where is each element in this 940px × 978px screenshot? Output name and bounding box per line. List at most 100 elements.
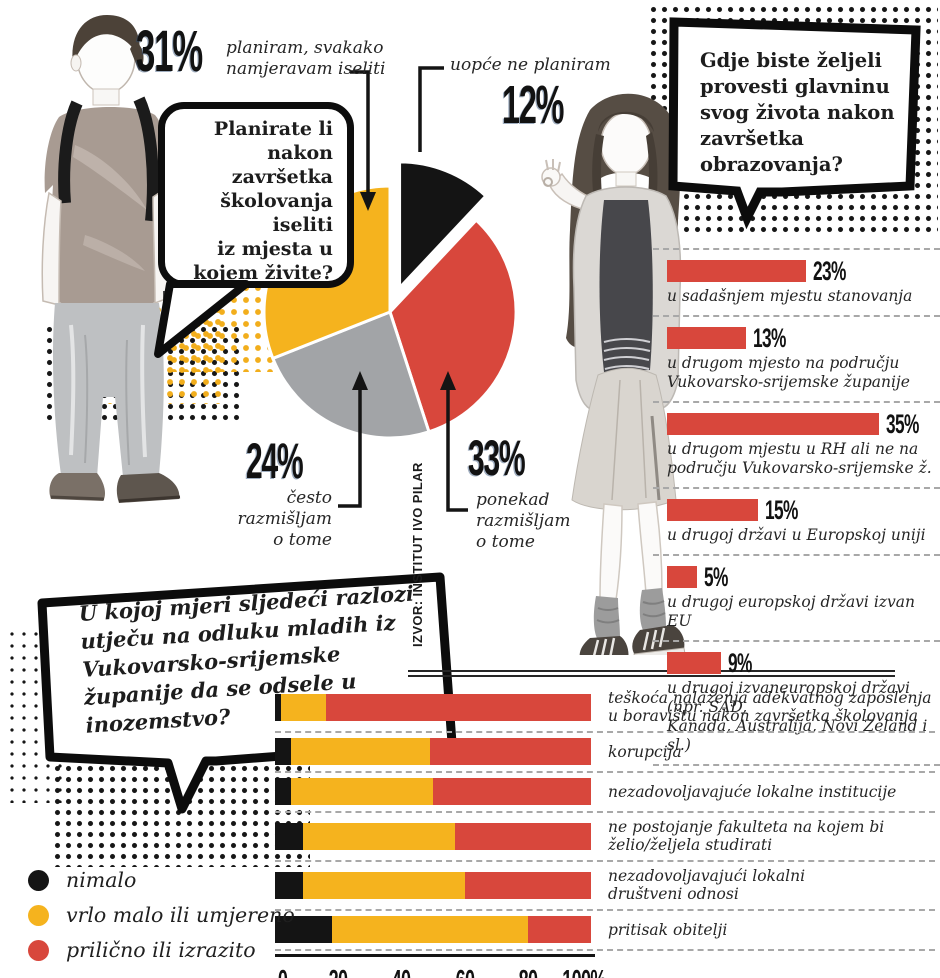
- destination-bar-line: 13%: [653, 322, 940, 353]
- segment-vrlo-malo: [290, 778, 433, 805]
- legend-label: prilično ili izrazito: [66, 938, 256, 962]
- arrow-down-icon: [360, 192, 376, 211]
- segment-vrlo-malo: [303, 822, 456, 850]
- destination-bar-line: 23%: [653, 255, 940, 286]
- pie-value-gray: 24%: [246, 433, 304, 489]
- segment-nimalo: [275, 693, 282, 721]
- stacked-bar: [275, 916, 591, 943]
- segment-prilicno: [527, 916, 591, 943]
- x-axis-line: [275, 954, 595, 957]
- destination-bar-line: 5%: [653, 561, 940, 592]
- destination-row: 13% u drugom mjesto na području Vukovars…: [653, 317, 940, 403]
- x-tick: 20: [323, 963, 353, 978]
- destination-bar-chart: 23% u sadašnjem mjestu stanovanja 13% u …: [653, 248, 940, 766]
- destination-bar-label: u drugoj izvaneuropskoj državi (npr. SAD…: [667, 679, 928, 754]
- segment-prilicno: [325, 693, 591, 721]
- source-note: IZVOR: INSTITUT IVO PILAR: [410, 462, 425, 647]
- speech-bubble-pie-tail: [154, 280, 250, 358]
- destination-row: 15% u drugoj državi u Europskoj uniji: [653, 489, 940, 556]
- legend-item: vrlo malo ili umjereno: [28, 903, 295, 927]
- stacked-bar: [275, 778, 591, 805]
- segment-nimalo: [275, 738, 291, 765]
- arrow-up-icon: [440, 371, 456, 390]
- destination-row: 9% u drugoj izvaneuropskoj državi (npr. …: [653, 642, 940, 766]
- x-tick: 60: [449, 963, 479, 978]
- reasons-row-label: korupcija: [608, 742, 682, 761]
- pie-label-red: ponekad razmišljam o tome: [476, 490, 571, 552]
- reasons-row: teškoća nalaženja adekvatnog zaposlenja …: [275, 684, 935, 733]
- pie-slice-black: [398, 160, 488, 292]
- segment-prilicno: [432, 778, 591, 805]
- legend-label: vrlo malo ili umjereno: [66, 903, 295, 927]
- x-tick: 40: [386, 963, 416, 978]
- reasons-legend: nimalo vrlo malo ili umjereno prilično i…: [28, 868, 295, 973]
- legend-dot-red-icon: [28, 939, 49, 961]
- stacked-bar: [275, 693, 591, 721]
- destination-row: 23% u sadašnjem mjestu stanovanja: [653, 248, 940, 317]
- segment-vrlo-malo: [281, 693, 326, 721]
- pie-slice-red: [388, 218, 518, 434]
- speech-bubble-destination-question: [668, 17, 921, 230]
- destination-bar-value: 13%: [752, 322, 786, 353]
- destination-bar-label: u drugom mjesto na području Vukovarsko-s…: [667, 354, 910, 391]
- arrowheads: [352, 192, 456, 390]
- reasons-row: pritisak obitelji: [275, 911, 935, 951]
- destination-bar: [667, 499, 758, 521]
- x-tick: 100%: [549, 963, 619, 978]
- destination-bar-label: u sadašnjem mjestu stanovanja: [667, 287, 913, 305]
- connector-lines: [338, 66, 468, 512]
- section-divider: [408, 670, 895, 677]
- destination-bar-value: 23%: [813, 255, 846, 286]
- connector-red-slice: [446, 386, 468, 512]
- segment-prilicno: [455, 822, 591, 850]
- segment-nimalo: [275, 778, 291, 805]
- legend-dot-black-icon: [28, 869, 49, 891]
- reasons-row-label: teškoća nalaženja adekvatnog zaposlenja …: [608, 689, 932, 725]
- destination-bar-value: 15%: [764, 494, 798, 525]
- reasons-row-label: pritisak obitelji: [608, 920, 728, 939]
- stacked-bar: [275, 871, 591, 899]
- segment-prilicno: [429, 738, 591, 765]
- pie-value-yellow: 31%: [136, 19, 203, 84]
- reasons-row-label: nezadovoljavajuće lokalne institucije: [608, 782, 897, 801]
- pie-question-text: Planirate li nakon završetka školovanja …: [193, 118, 333, 284]
- reasons-row: nezadovoljavajuće lokalne institucije: [275, 773, 935, 813]
- destination-bar: [667, 652, 722, 674]
- speech-bubble-reasons-question: [37, 572, 457, 814]
- destination-bar-label: u drugoj europskoj državi izvan EU: [667, 593, 915, 630]
- reasons-row: nezadovoljavajući lokalni društveni odno…: [275, 862, 935, 911]
- stacked-bar: [275, 822, 591, 850]
- speech-bubble-pie-question: Planirate li nakon završetka školovanja …: [158, 102, 354, 288]
- legend-dot-yellow-icon: [28, 904, 49, 926]
- segment-nimalo: [275, 822, 304, 850]
- reasons-row: korupcija: [275, 733, 935, 773]
- destination-bar-line: 15%: [653, 494, 940, 525]
- destination-bar-value: 5%: [704, 561, 728, 592]
- destination-bar-value: 35%: [885, 408, 919, 439]
- x-tick: 0: [275, 963, 290, 978]
- destination-bar: [667, 413, 879, 435]
- destination-bar: [667, 566, 698, 588]
- x-tick: 80: [513, 963, 543, 978]
- legend-item: prilično ili izrazito: [28, 938, 295, 962]
- legend-item: nimalo: [28, 868, 295, 892]
- reasons-row: ne postojanje fakulteta na kojem bi želi…: [275, 813, 935, 862]
- segment-prilicno: [464, 871, 591, 899]
- young-woman-illustration: [541, 93, 686, 655]
- connector-gray-slice: [338, 386, 362, 508]
- destination-bar-line: 35%: [653, 408, 940, 439]
- destination-bar-line: 9%: [653, 647, 940, 678]
- destination-bar-value: 9%: [728, 647, 753, 678]
- segment-vrlo-malo: [290, 738, 430, 765]
- x-axis-ticks: 0 20 40 60 80 100%: [275, 957, 606, 978]
- connector-black-slice: [418, 66, 444, 152]
- segment-vrlo-malo: [331, 916, 528, 943]
- stacked-bar: [275, 738, 591, 765]
- segment-nimalo: [275, 871, 304, 899]
- reasons-stacked-chart: teškoća nalaženja adekvatnog zaposlenja …: [275, 684, 935, 978]
- destination-bar: [667, 327, 746, 349]
- pie-label-yellow: planiram, svakako namjeravam iseliti: [226, 38, 386, 79]
- destination-bar-label: u drugoj državi u Europskoj uniji: [667, 526, 926, 544]
- reasons-row-label: ne postojanje fakulteta na kojem bi želi…: [608, 818, 885, 854]
